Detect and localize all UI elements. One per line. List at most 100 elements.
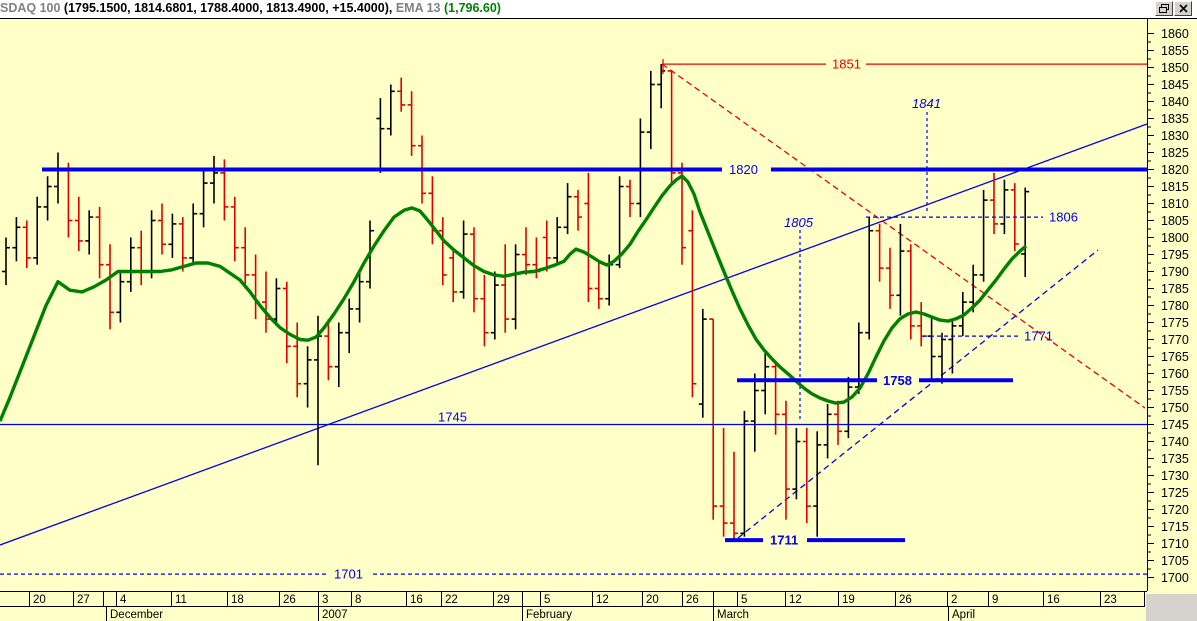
level-label-1745[interactable]: 1745 [438,410,467,425]
x-axis-date-label: 12 [789,594,802,606]
level-label-1806[interactable]: 1806 [1049,210,1078,225]
y-axis-label: 1720 [1161,503,1189,517]
price-bar [355,271,364,323]
window-controls [1155,1,1192,16]
price-bar [574,189,582,231]
price-bar [688,210,697,398]
price-bar [293,322,302,398]
price-bar [792,427,801,500]
price-bar [813,431,822,537]
price-bar [875,223,884,282]
level-label-1711[interactable]: 1711 [770,533,798,548]
price-bar [12,217,21,262]
price-bar [948,319,957,374]
price-bar [407,91,416,156]
price-bar [730,451,738,541]
price-bar [761,353,770,415]
y-axis-label: 1740 [1161,435,1189,449]
close-button[interactable] [1174,1,1192,16]
x-axis-date-label: 16 [1047,594,1060,606]
price-bar [782,400,790,520]
y-axis-label: 1840 [1161,95,1189,109]
level-label-1701[interactable]: 1701 [334,567,363,582]
price-bar [740,410,749,537]
y-axis-label: 1700 [1161,571,1189,585]
price-bar [116,271,125,323]
price-bar [553,217,562,265]
price-bar [906,244,915,340]
price-bar [95,206,104,279]
symbol-name: SDAQ 100 [0,1,64,15]
price-bar [74,196,83,252]
price-bar [823,404,832,459]
price-bar [2,237,10,286]
price-bar [844,376,853,439]
x-axis-date-label: 26 [899,594,912,606]
x-axis-date-label: 18 [231,594,244,606]
price-bar [979,189,988,282]
x-axis-date-label: 22 [445,594,458,606]
x-axis-date-label: 8 [355,594,361,606]
y-axis-label: 1755 [1161,384,1189,398]
y-axis-label: 1845 [1161,78,1189,92]
price-bar [698,308,707,418]
x-axis-date-label: 27 [77,594,90,606]
price-bar [303,346,312,408]
price-bar [719,427,728,537]
level-label-1758[interactable]: 1758 [883,373,912,388]
window-titlebar: SDAQ 100 (1795.1500, 1814.6801, 1788.400… [0,0,1197,19]
x-axis-date-label: 3 [322,594,328,606]
trendline-red-dashed-1[interactable] [661,63,1146,409]
level-label-1851[interactable]: 1851 [832,57,861,72]
price-bar [896,223,905,316]
price-bar [584,172,593,303]
price-bar [750,373,759,452]
price-bar [470,227,478,313]
measure-label-1805[interactable]: 1805 [784,215,814,230]
ema-line[interactable] [0,174,1028,422]
price-bar [678,162,686,265]
price-bar [241,227,250,289]
price-bar [511,244,520,330]
price-bar [802,427,811,524]
price-bar [834,400,842,445]
price-bar [490,271,499,340]
level-label-1771[interactable]: 1771 [1024,329,1053,344]
price-bar [563,183,572,235]
y-axis-label: 1830 [1161,129,1189,143]
y-axis-label: 1825 [1161,146,1189,160]
y-axis-label: 1785 [1161,282,1189,296]
price-bar [386,84,395,136]
x-axis-date-label: 26 [283,594,296,606]
y-axis-label: 1850 [1161,61,1189,75]
x-axis-date-label: 2 [951,594,957,606]
measure-label-1841[interactable]: 1841 [912,96,941,111]
restore-button[interactable] [1155,1,1173,16]
price-bar [480,274,489,347]
price-bar [865,217,874,340]
price-bar [178,217,187,272]
trendline-blue-dashed-2[interactable] [737,249,1099,539]
price-bar [189,203,198,265]
y-axis-label: 1810 [1161,197,1189,211]
price-bar [1021,187,1030,277]
month-label: December [110,609,163,621]
y-axis-label: 1750 [1161,401,1189,415]
trendline-blue-solid-0[interactable] [0,123,1148,546]
price-bar [230,196,239,262]
price-bar [990,172,998,235]
indicator-name: EMA 13 [392,1,444,15]
price-bar [210,155,218,204]
price-bar [43,176,52,221]
y-axis-label: 1715 [1161,520,1189,534]
y-axis-label: 1735 [1161,452,1189,466]
price-bar [376,98,385,173]
price-bar [345,298,354,354]
price-bar [938,332,946,384]
y-axis-label: 1710 [1161,537,1189,551]
level-label-1820[interactable]: 1820 [729,162,758,177]
y-axis-label: 1855 [1161,44,1189,58]
y-axis-label: 1760 [1161,367,1189,381]
